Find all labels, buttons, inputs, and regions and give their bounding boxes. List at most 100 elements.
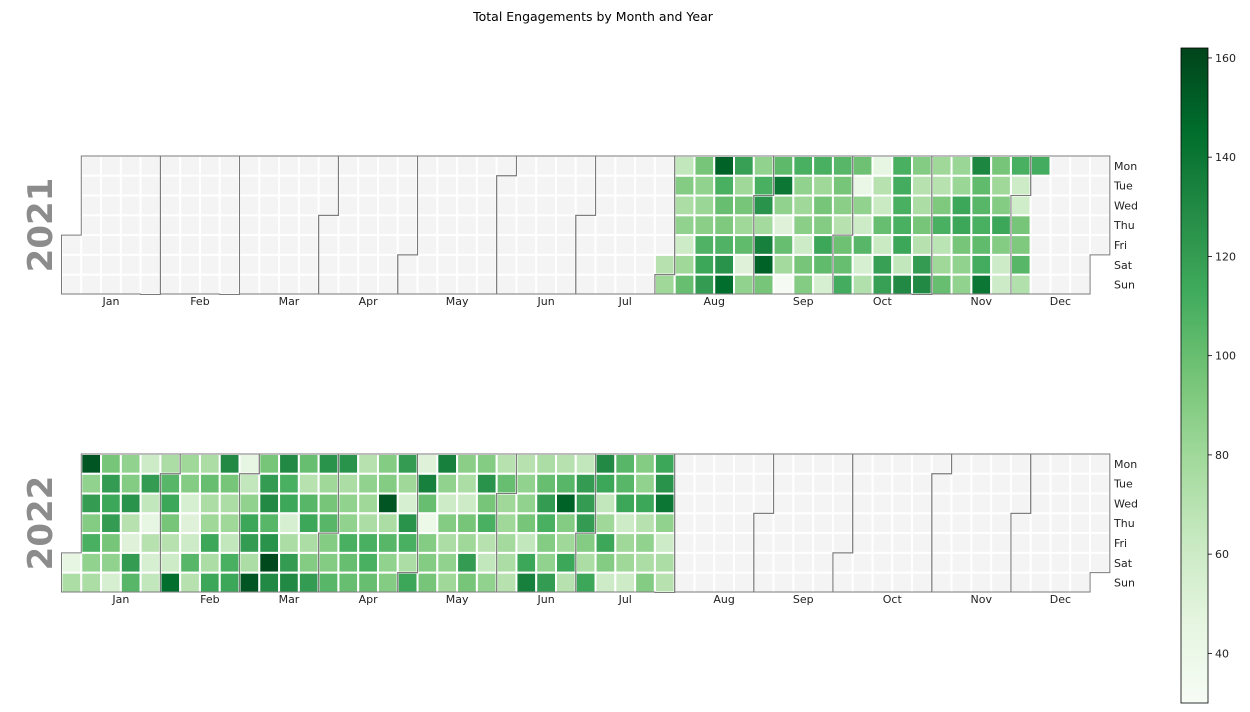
day-cell xyxy=(357,155,379,177)
day-cell xyxy=(179,551,201,574)
day-cell xyxy=(792,174,815,197)
day-cell xyxy=(871,532,894,554)
day-cell xyxy=(831,174,854,197)
day-cell xyxy=(456,174,478,197)
day-cell xyxy=(278,571,300,594)
day-cell xyxy=(198,155,221,177)
day-cell xyxy=(930,453,953,475)
day-cell xyxy=(594,512,617,535)
day-cell xyxy=(159,512,182,535)
day-cell xyxy=(337,512,360,535)
day-cell xyxy=(1029,551,1052,574)
day-cell xyxy=(80,551,103,574)
day-cell xyxy=(574,194,597,217)
day-cell xyxy=(218,453,241,475)
day-cell xyxy=(100,273,122,296)
day-cell xyxy=(673,174,696,197)
day-cell xyxy=(456,234,478,256)
day-cell xyxy=(139,472,162,495)
day-cell xyxy=(673,273,696,296)
day-cell xyxy=(1089,551,1111,574)
day-cell xyxy=(317,453,340,475)
day-cell xyxy=(713,174,736,197)
day-cell xyxy=(119,532,142,554)
day-cell xyxy=(1049,174,1072,197)
day-cell xyxy=(1069,234,1092,256)
day-cell xyxy=(60,253,83,276)
day-cell xyxy=(1009,532,1032,554)
day-cell xyxy=(297,512,320,535)
day-cell xyxy=(950,253,973,276)
month-label: Jul xyxy=(618,295,632,308)
day-cell xyxy=(100,214,122,237)
day-cell xyxy=(713,155,736,177)
day-cell xyxy=(396,214,419,237)
day-cell xyxy=(673,453,696,475)
day-cell xyxy=(634,512,656,535)
day-cell xyxy=(555,253,577,276)
day-cell xyxy=(357,551,379,574)
day-cell xyxy=(871,155,894,177)
day-cell xyxy=(831,234,854,256)
day-cell xyxy=(179,453,201,475)
month-label: Apr xyxy=(359,593,379,606)
day-cell xyxy=(396,551,419,574)
day-cell xyxy=(100,532,122,554)
day-cell xyxy=(792,194,815,217)
day-cell xyxy=(831,551,854,574)
day-cell xyxy=(278,472,300,495)
day-cell xyxy=(772,253,795,276)
day-cell xyxy=(456,214,478,237)
day-cell xyxy=(416,512,439,535)
day-cell xyxy=(80,512,103,535)
day-cell xyxy=(1009,492,1032,515)
colorbar-tick-label: 140 xyxy=(1215,151,1236,164)
day-cell xyxy=(713,234,736,256)
day-cell xyxy=(179,492,201,515)
day-cell xyxy=(831,571,854,594)
day-cell xyxy=(159,492,182,515)
day-cell xyxy=(733,155,755,177)
month-label: Oct xyxy=(883,593,903,606)
day-cell xyxy=(713,532,736,554)
day-cell xyxy=(317,253,340,276)
day-cell xyxy=(574,532,597,554)
day-cell xyxy=(574,253,597,276)
day-cell xyxy=(555,571,577,594)
day-cell xyxy=(871,174,894,197)
day-cell xyxy=(574,512,597,535)
day-cell xyxy=(456,273,478,296)
day-cell xyxy=(179,174,201,197)
day-cell xyxy=(1049,453,1072,475)
day-cell xyxy=(80,253,103,276)
day-cell xyxy=(317,472,340,495)
day-cell xyxy=(594,273,617,296)
day-cell xyxy=(713,453,736,475)
day-cell xyxy=(198,571,221,594)
year-label: 2022 xyxy=(21,476,61,571)
day-cell xyxy=(555,512,577,535)
day-cell xyxy=(60,234,83,256)
day-cell xyxy=(515,472,538,495)
day-cell xyxy=(297,453,320,475)
month-label: Jan xyxy=(111,593,129,606)
day-cell xyxy=(950,174,973,197)
day-cell xyxy=(475,194,498,217)
day-cell xyxy=(871,492,894,515)
day-cell xyxy=(891,155,914,177)
day-cell xyxy=(297,273,320,296)
day-cell xyxy=(1089,472,1111,495)
day-cell xyxy=(416,214,439,237)
day-cell xyxy=(337,532,360,554)
day-cell xyxy=(990,234,1012,256)
day-cell xyxy=(238,551,261,574)
day-cell xyxy=(218,571,241,594)
day-cell xyxy=(357,532,379,554)
day-cell xyxy=(792,234,815,256)
day-cell xyxy=(515,512,538,535)
month-label: Nov xyxy=(971,593,993,606)
day-cell xyxy=(752,453,775,475)
day-cell xyxy=(891,492,914,515)
day-cell xyxy=(1069,492,1092,515)
day-cell xyxy=(772,532,795,554)
